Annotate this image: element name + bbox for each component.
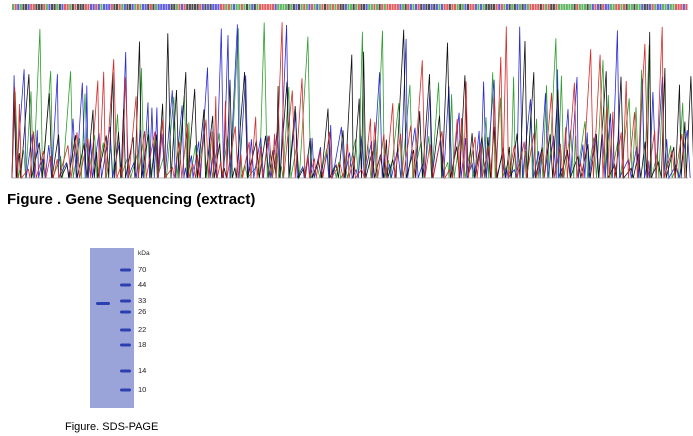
sequencing-chromatogram — [11, 4, 693, 180]
marker-label: 33 — [138, 296, 147, 305]
marker-band — [120, 283, 131, 287]
marker-band — [120, 268, 131, 272]
trace-G — [11, 29, 693, 180]
marker-band — [120, 299, 131, 303]
trace-C — [11, 24, 691, 180]
marker-label: 22 — [138, 325, 147, 334]
marker-label: 70 — [138, 265, 147, 274]
base-call-strip — [12, 4, 688, 10]
trace-T — [11, 22, 686, 180]
marker-label: 18 — [138, 340, 147, 349]
marker-band — [120, 328, 131, 332]
marker-label: 26 — [138, 307, 147, 316]
marker-label: 10 — [138, 385, 147, 394]
sample-band — [96, 302, 110, 305]
marker-band — [120, 310, 131, 314]
sequencing-figure-caption: Figure . Gene Sequencing (extract) — [7, 191, 256, 208]
marker-label: 44 — [138, 280, 147, 289]
marker-band — [120, 388, 131, 392]
marker-band — [120, 369, 131, 373]
marker-label: 14 — [138, 366, 147, 375]
sds-page-gel-image — [90, 248, 134, 408]
sds-page-figure-caption: Figure. SDS-PAGE — [65, 421, 159, 433]
gel-background — [90, 248, 134, 408]
sds-page-figure: kDa 70 44 33 26 22 18 14 10 — [90, 248, 170, 408]
kda-unit-label: kDa — [138, 250, 150, 257]
marker-band — [120, 343, 131, 347]
